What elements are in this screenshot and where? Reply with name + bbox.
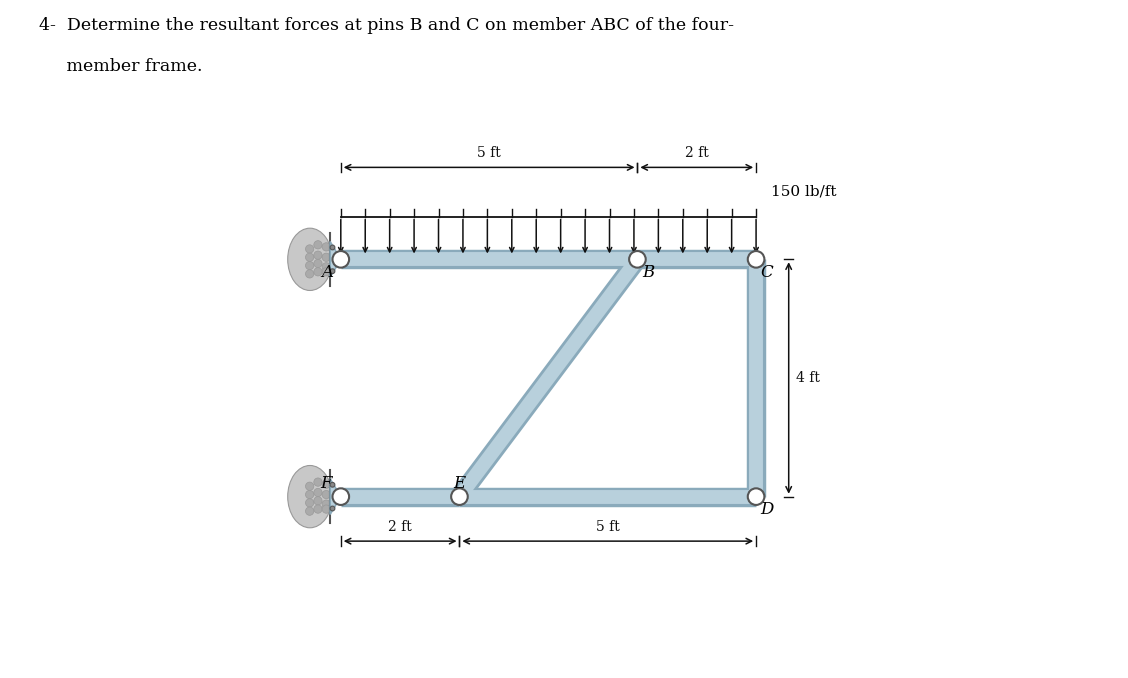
Circle shape — [314, 505, 323, 513]
Circle shape — [314, 241, 323, 249]
Circle shape — [323, 480, 331, 488]
Text: 2 ft: 2 ft — [685, 146, 708, 160]
Circle shape — [306, 490, 314, 499]
Circle shape — [306, 270, 314, 278]
Text: 2 ft: 2 ft — [388, 520, 412, 534]
Text: 150 lb/ft: 150 lb/ft — [770, 184, 836, 198]
Circle shape — [629, 251, 645, 268]
Circle shape — [314, 251, 323, 260]
Circle shape — [331, 269, 335, 274]
Circle shape — [323, 243, 331, 251]
Circle shape — [306, 499, 314, 507]
Circle shape — [306, 262, 314, 270]
Circle shape — [314, 268, 323, 276]
Ellipse shape — [288, 466, 333, 527]
Circle shape — [333, 251, 349, 268]
Circle shape — [314, 497, 323, 505]
Circle shape — [314, 478, 323, 486]
Circle shape — [331, 245, 335, 250]
Text: C: C — [760, 264, 773, 281]
Text: 5 ft: 5 ft — [477, 146, 501, 160]
Text: member frame.: member frame. — [39, 58, 203, 75]
Text: 4-  Determine the resultant forces at pins B and C on member ABC of the four-: 4- Determine the resultant forces at pin… — [39, 17, 734, 34]
Circle shape — [314, 488, 323, 497]
Ellipse shape — [288, 228, 333, 290]
Circle shape — [323, 262, 331, 271]
Text: A: A — [321, 264, 334, 281]
Circle shape — [314, 260, 323, 268]
Circle shape — [323, 500, 331, 508]
Circle shape — [323, 268, 331, 276]
Circle shape — [748, 488, 765, 505]
Circle shape — [323, 490, 331, 499]
Circle shape — [331, 483, 335, 487]
Text: E: E — [453, 475, 466, 492]
Circle shape — [748, 251, 765, 268]
Circle shape — [306, 482, 314, 490]
Text: 4 ft: 4 ft — [796, 371, 820, 385]
Circle shape — [306, 245, 314, 253]
Circle shape — [323, 253, 331, 262]
Circle shape — [306, 253, 314, 262]
Polygon shape — [331, 241, 341, 277]
Circle shape — [323, 505, 331, 513]
Text: D: D — [760, 501, 774, 518]
Circle shape — [451, 488, 468, 505]
Polygon shape — [331, 479, 341, 515]
Circle shape — [306, 507, 314, 515]
Text: B: B — [642, 264, 654, 281]
Circle shape — [333, 488, 349, 505]
Text: F: F — [320, 475, 332, 492]
Circle shape — [331, 506, 335, 511]
Text: 5 ft: 5 ft — [596, 520, 619, 534]
